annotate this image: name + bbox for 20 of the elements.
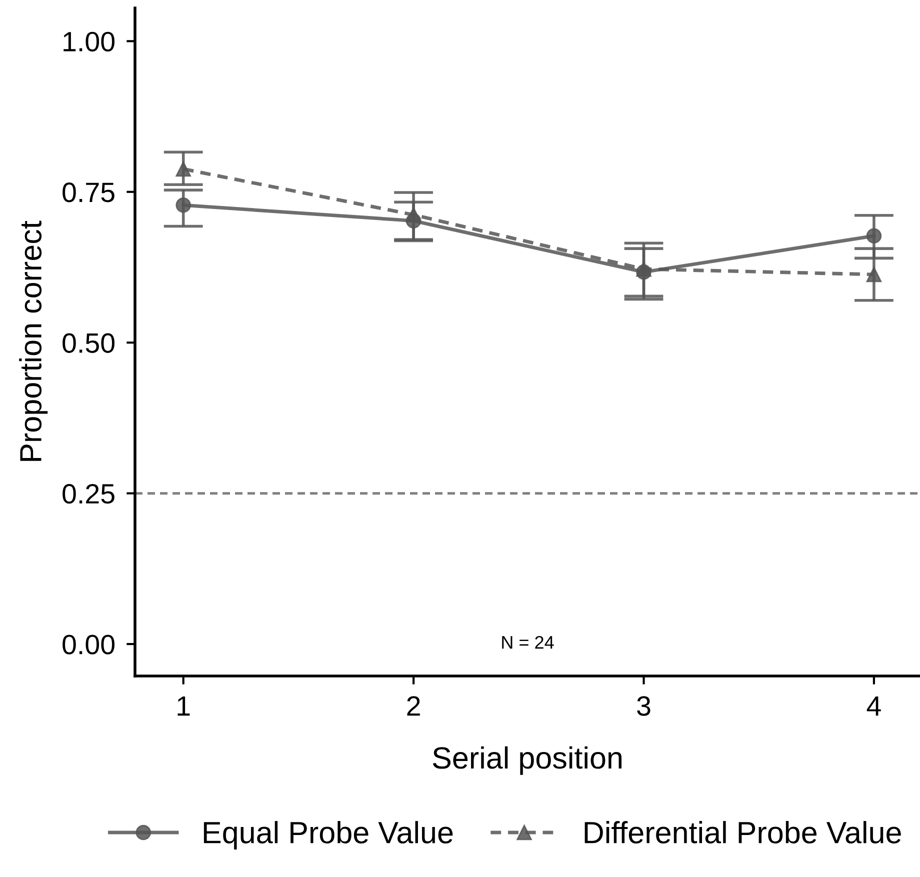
y-tick-label: 0.25 [62,484,114,504]
legend-label: Equal Probe Value [204,821,453,850]
x-axis-title: Serial position [432,746,622,775]
annotation: N = 24 [502,636,554,649]
y-tick-label: 1.00 [64,32,114,52]
point [176,161,191,177]
x-tick-label: 4 [866,696,881,716]
y-tick-label: 0.75 [62,182,114,202]
legend-label: Differential Probe Value [584,821,901,844]
x-tick-label: 3 [637,696,650,716]
x-tick-label: 2 [407,696,420,716]
y-axis-title: Proportion correct [19,220,48,461]
y-tick-label: 0.00 [62,634,114,654]
point [866,266,882,282]
point [636,261,652,277]
point [406,207,422,222]
point [866,228,882,244]
x-tick-label: 1 [178,696,190,716]
point [176,198,191,213]
y-tick-label: 0.50 [62,333,114,353]
